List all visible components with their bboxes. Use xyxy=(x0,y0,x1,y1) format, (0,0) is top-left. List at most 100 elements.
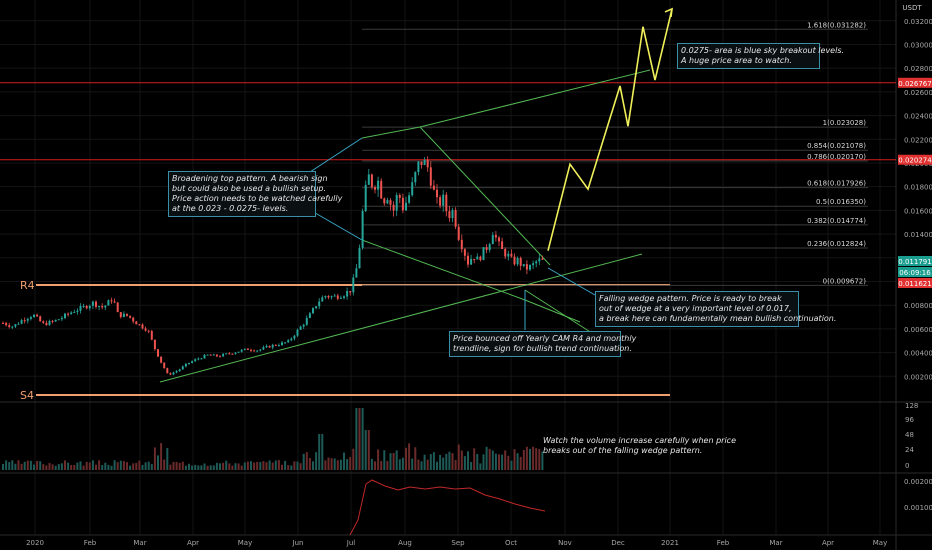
annotation-falling-wedge[interactable]: Falling wedge pattern. Price is ready to… xyxy=(595,291,836,327)
candle-body xyxy=(64,313,66,318)
volume-bar xyxy=(82,465,85,470)
time-tick-label: 2020 xyxy=(26,539,44,547)
volume-bar xyxy=(2,464,4,470)
volume-bar xyxy=(482,454,485,470)
trendline[interactable] xyxy=(419,126,551,266)
projection-path[interactable] xyxy=(547,8,673,251)
time-axis[interactable]: 2020 Feb Mar Apr May Jun Jul Aug Sep Oct Nov Dec 202… xyxy=(26,539,887,547)
trendline[interactable] xyxy=(361,239,526,301)
candle-body xyxy=(274,344,277,346)
time-tick-label: Oct xyxy=(505,539,517,547)
candle-body xyxy=(445,194,448,212)
volume-bar xyxy=(26,460,29,470)
volume-bar xyxy=(231,465,234,470)
annotation-line: but could also be used a bullish setup. xyxy=(172,184,327,193)
price-badge-text: 06:09:16 xyxy=(899,269,931,277)
time-tick-label: Aug xyxy=(398,539,412,547)
annotation-blue-sky[interactable]: 0.0275- area is blue sky breakout levels… xyxy=(677,43,844,69)
trendline[interactable] xyxy=(524,289,596,336)
annotation-bounce[interactable]: Price bounced off Yearly CAM R4 and mont… xyxy=(449,331,636,357)
candle-body xyxy=(380,180,383,199)
trendline[interactable] xyxy=(361,126,421,139)
volume-bar xyxy=(426,459,429,470)
volume-bar xyxy=(107,464,110,470)
volume-bar xyxy=(51,464,54,470)
volume-bar xyxy=(389,453,392,470)
volume-bar xyxy=(513,449,516,470)
candle-body xyxy=(336,295,339,299)
volume-bar xyxy=(380,461,383,470)
volume-bar xyxy=(284,460,287,470)
volume-bar xyxy=(271,462,274,470)
candle-body xyxy=(54,319,57,322)
candle-body xyxy=(225,353,228,355)
candle-body xyxy=(532,263,535,266)
volume-bar xyxy=(324,460,327,470)
candle-body xyxy=(535,261,538,264)
volume-bar xyxy=(312,461,314,470)
candle-body xyxy=(191,361,194,363)
time-tick-label: Mar xyxy=(133,539,146,547)
candle-body xyxy=(95,301,97,307)
candle-body xyxy=(231,353,234,355)
volume-bar xyxy=(67,462,70,470)
volume-bar xyxy=(225,460,228,470)
volume-bar xyxy=(538,449,541,470)
volume-bar xyxy=(361,408,364,470)
candle-body xyxy=(175,371,178,373)
volume-tick-label: 96 xyxy=(905,416,914,424)
candle-body xyxy=(473,258,476,260)
candle-body xyxy=(333,295,336,297)
candle-body xyxy=(57,319,60,321)
candle-body xyxy=(76,310,79,312)
volume-bar xyxy=(228,463,231,470)
candle-body xyxy=(287,340,290,343)
volume-bar xyxy=(95,464,97,470)
volume-bar xyxy=(219,463,221,470)
candle-body xyxy=(349,291,352,293)
candle-body xyxy=(70,312,73,315)
candle-body xyxy=(293,335,296,339)
annotation-line: breaks out of the falling wedge pattern. xyxy=(543,446,703,455)
volume-bar xyxy=(110,465,113,470)
annotation-line: Watch the volume increase carefully when… xyxy=(543,436,736,445)
volume-bar xyxy=(5,460,8,470)
yellow-projection[interactable] xyxy=(547,7,673,251)
trendline[interactable] xyxy=(419,69,651,128)
candle-body xyxy=(299,326,302,330)
volume-bar xyxy=(457,444,460,470)
volume-bar xyxy=(126,462,128,470)
volume-bar xyxy=(8,462,11,470)
volume-bar xyxy=(454,459,457,470)
volume-bar xyxy=(88,462,91,470)
candle-body xyxy=(383,198,386,204)
candle-body xyxy=(479,256,482,261)
volume-bar xyxy=(113,460,116,470)
volume-bar xyxy=(305,452,308,470)
trendlines[interactable] xyxy=(159,69,651,383)
candle-body xyxy=(367,174,370,185)
volume-bar xyxy=(253,462,256,470)
candle-body xyxy=(206,354,209,356)
annotation-broadening-top[interactable]: Broadening top pattern. A bearish sign b… xyxy=(168,171,342,217)
volume-bar xyxy=(346,459,349,470)
fibonacci-retracement[interactable]: 1.618(0.031282) 1(0.023028) 0.854(0.021078… xyxy=(362,21,868,286)
candle-body xyxy=(197,358,200,360)
candle-body xyxy=(284,342,287,344)
candle-body xyxy=(119,312,122,317)
candle-body xyxy=(138,324,141,326)
volume-bar xyxy=(336,460,339,470)
candle-body xyxy=(339,297,342,299)
candle-body xyxy=(82,305,85,307)
trendline[interactable] xyxy=(524,299,581,323)
volume-bar xyxy=(529,448,531,470)
volume-bar xyxy=(188,463,190,470)
candle-body xyxy=(172,372,175,375)
volume-bar xyxy=(144,462,147,470)
candle-body xyxy=(160,356,163,363)
